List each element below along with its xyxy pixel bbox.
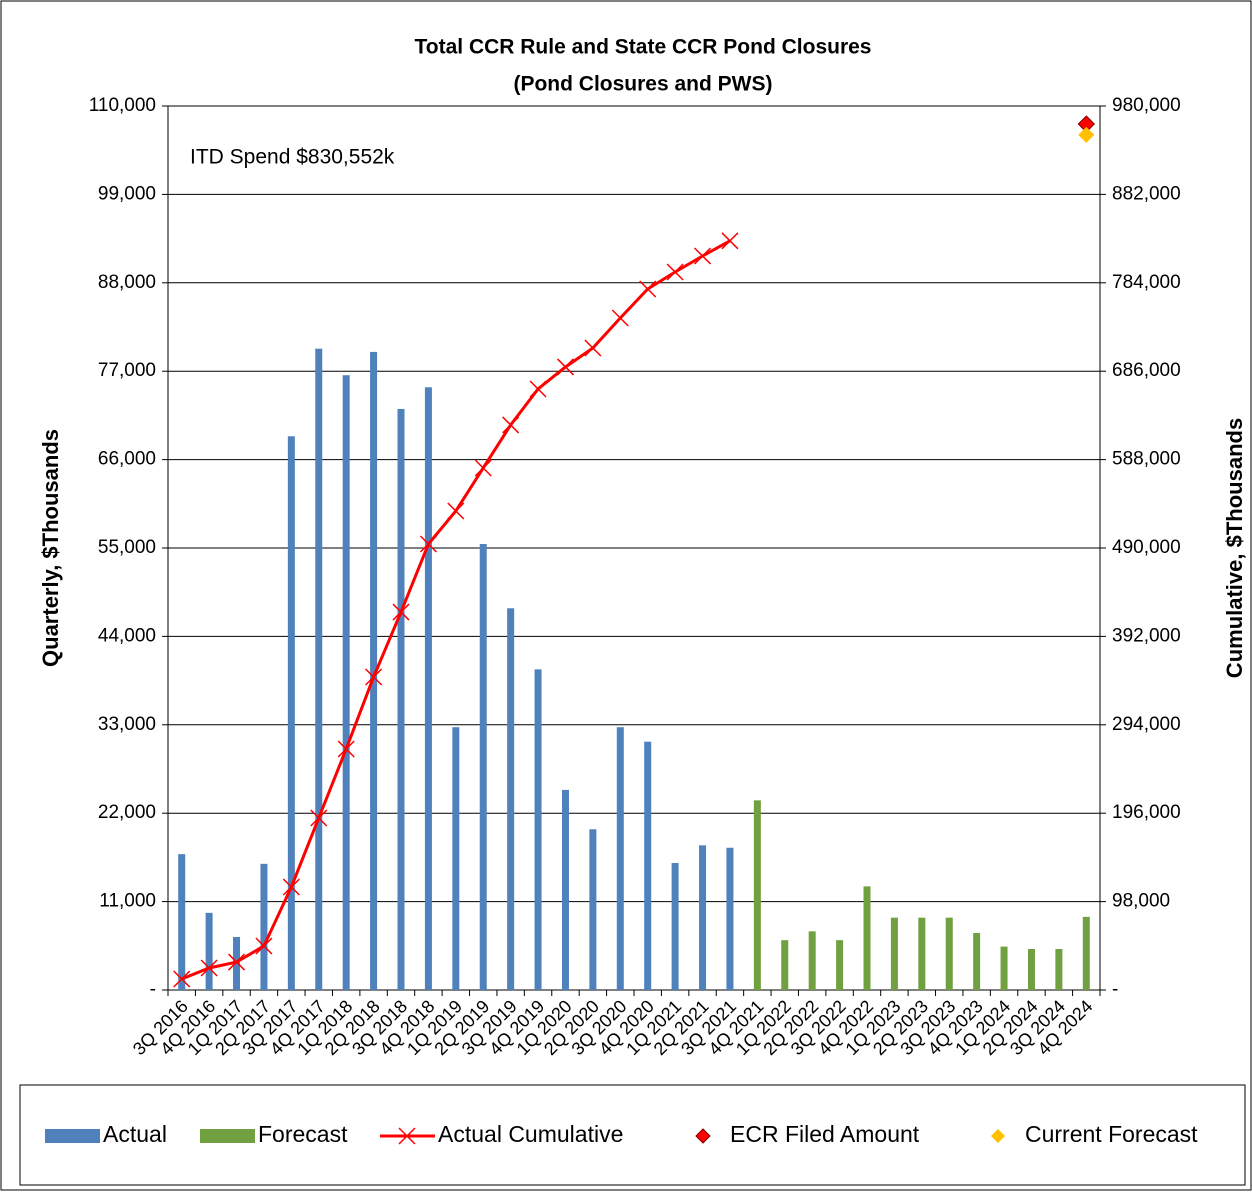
bar	[918, 917, 926, 990]
line-marker	[721, 232, 739, 250]
line-marker	[584, 339, 602, 357]
line-marker	[611, 309, 629, 327]
y2-tick-label: 98,000	[1112, 891, 1170, 912]
legend-swatch	[45, 1129, 100, 1143]
y2-tick-label: 490,000	[1112, 537, 1181, 558]
line-marker	[666, 263, 684, 281]
line-marker	[337, 740, 355, 758]
y2-tick-label: 196,000	[1112, 802, 1181, 823]
bar	[178, 854, 186, 990]
bar	[753, 800, 761, 990]
bar	[836, 940, 844, 990]
line-marker	[529, 380, 547, 398]
legend-label: ECR Filed Amount	[730, 1121, 920, 1147]
line-marker	[282, 878, 300, 896]
line-marker	[310, 809, 328, 827]
y2-tick-label: -	[1112, 979, 1118, 1000]
bar	[945, 917, 953, 990]
bar	[644, 741, 652, 990]
line-marker	[474, 459, 492, 477]
line-marker	[502, 416, 520, 434]
legend-label: Current Forecast	[1025, 1121, 1198, 1147]
line-marker	[365, 668, 383, 686]
bar	[315, 348, 323, 990]
legend-label: Forecast	[258, 1121, 348, 1147]
y2-tick-label: 686,000	[1112, 360, 1181, 381]
line-marker	[447, 502, 465, 520]
line-marker	[556, 358, 575, 376]
bar	[287, 436, 295, 990]
y2-tick-label: 294,000	[1112, 714, 1181, 735]
line-marker	[639, 280, 657, 298]
bar	[507, 608, 515, 990]
bar	[616, 727, 624, 990]
annotation: ITD Spend $830,552k	[190, 146, 395, 169]
bar	[370, 351, 378, 990]
bar	[726, 847, 734, 990]
bar	[781, 940, 789, 990]
bar	[534, 669, 542, 990]
y2-tick-label: 392,000	[1112, 625, 1181, 646]
bar	[589, 829, 597, 990]
bar	[424, 387, 432, 991]
bar	[1082, 916, 1090, 990]
bar	[479, 543, 487, 990]
bar	[890, 917, 898, 990]
point	[1078, 126, 1095, 143]
y2-tick-label: 784,000	[1112, 272, 1181, 293]
bar	[260, 863, 268, 990]
bar	[1027, 949, 1035, 990]
y-tick-label: -	[150, 979, 156, 1000]
bar	[342, 375, 350, 991]
y-tick-label: 44,000	[98, 625, 156, 646]
legend-swatch	[991, 1129, 1005, 1143]
legend-swatch-marker	[398, 1127, 416, 1145]
y-tick-label: 33,000	[98, 714, 156, 735]
bar	[973, 932, 981, 990]
legend-swatch	[200, 1129, 255, 1143]
chart-title: Total CCR Rule and State CCR Pond Closur…	[415, 36, 872, 59]
y-tick-label: 66,000	[98, 449, 156, 470]
bar	[452, 727, 460, 990]
bar	[397, 408, 405, 990]
y-tick-label: 55,000	[98, 537, 156, 558]
y-tick-label: 77,000	[98, 360, 156, 381]
line-marker	[173, 970, 191, 988]
bar	[863, 886, 871, 990]
bar	[1000, 946, 1008, 990]
line-marker	[200, 959, 218, 977]
y-tick-label: 22,000	[98, 802, 156, 823]
legend-label: Actual Cumulative	[438, 1121, 623, 1147]
y-tick-label: 110,000	[89, 95, 156, 116]
y2-tick-label: 882,000	[1112, 183, 1181, 204]
y2-tick-label: 588,000	[1112, 449, 1181, 470]
y-tick-label: 99,000	[98, 183, 156, 204]
line-marker	[693, 247, 712, 265]
bar	[699, 845, 707, 990]
line-marker	[255, 937, 273, 955]
y-tick-label: 11,000	[99, 891, 156, 912]
line-marker	[419, 535, 437, 553]
legend-label: Actual	[103, 1121, 167, 1147]
line-marker	[227, 953, 246, 971]
line-marker	[392, 603, 410, 621]
y-axis-title: Quarterly, $Thousands	[38, 429, 63, 667]
bar	[205, 912, 213, 990]
y2-axis-title: Cumulative, $Thousands	[1222, 418, 1247, 678]
bar	[561, 789, 569, 990]
y-tick-label: 88,000	[98, 272, 156, 293]
legend-swatch	[695, 1128, 711, 1144]
bar	[671, 863, 679, 990]
chart-subtitle: (Pond Closures and PWS)	[513, 73, 772, 96]
y2-tick-label: 980,000	[1112, 95, 1181, 116]
bar	[808, 931, 816, 990]
bar	[1055, 949, 1063, 990]
